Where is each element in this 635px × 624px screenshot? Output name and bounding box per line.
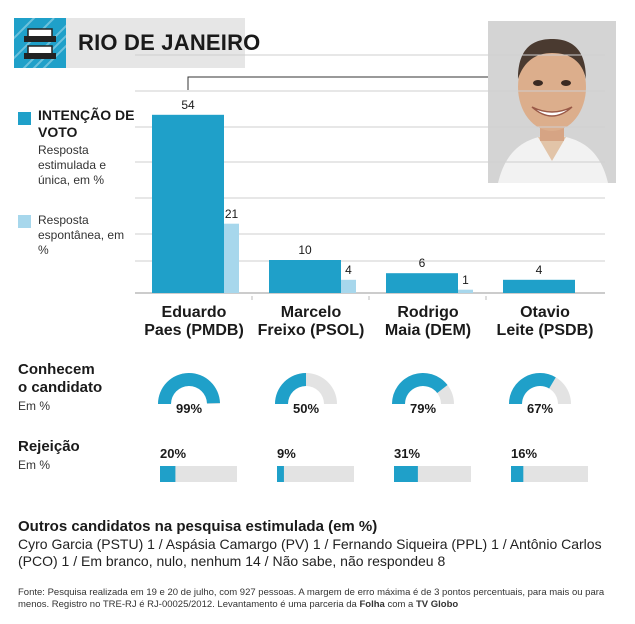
- gauge-value: 79%: [409, 401, 437, 416]
- candidate-name-line1: Rodrigo: [397, 304, 459, 321]
- gauge-value: 99%: [175, 401, 203, 416]
- rejeicao-subtitle: Em %: [18, 458, 51, 472]
- gauge-value: 67%: [526, 401, 554, 416]
- legend-swatch-espontanea: [18, 215, 31, 228]
- page-title: RIO DE JANEIRO: [78, 30, 261, 55]
- rejeicao-title: Rejeição: [18, 438, 80, 455]
- ballot-box-icon: [14, 18, 66, 68]
- legend-swatch-estimulada: [18, 112, 31, 125]
- legend-text-espontanea: Resposta espontânea, em %: [38, 213, 125, 257]
- candidate-name-line1: Marcelo: [280, 304, 342, 321]
- others-text: Cyro Garcia (PSTU) 1 / Aspásia Camargo (…: [18, 536, 602, 569]
- rejection-value: 31%: [394, 446, 421, 461]
- candidate-photo: [488, 21, 616, 183]
- bar-espontanea: [458, 289, 473, 293]
- conhecem-title-2: o candidato: [18, 379, 103, 396]
- source-folha: Folha: [359, 599, 385, 610]
- rejection-track: [277, 466, 354, 482]
- bar-estimulada: [269, 260, 341, 293]
- rejection-fill: [511, 466, 524, 482]
- bar-estimulada: [503, 279, 575, 293]
- source-text: Fonte: Pesquisa realizada em 19 e 20 de …: [18, 587, 605, 610]
- candidate-name-line2: Paes (PMDB): [144, 322, 244, 339]
- value-label-estimulada: 4: [535, 262, 543, 277]
- candidate-name-line2: Maia (DEM): [384, 322, 472, 339]
- value-label-espontanea: 1: [462, 272, 469, 287]
- bar-estimulada: [152, 114, 224, 293]
- value-label-estimulada: 10: [298, 243, 312, 257]
- candidate-name-line2: Leite (PSDB): [496, 322, 594, 339]
- rejection-value: 9%: [277, 446, 296, 461]
- bar-estimulada: [386, 273, 458, 293]
- gauge-fill: [392, 373, 448, 404]
- rejection-track: [160, 466, 237, 482]
- candidate-name-line1: Otavio: [520, 304, 570, 321]
- legend-text-estimulada: Resposta estimulada e única, em %: [38, 143, 107, 187]
- bar-espontanea: [341, 279, 356, 293]
- conhecem-subtitle: Em %: [18, 399, 51, 413]
- rejection-fill: [394, 466, 418, 482]
- candidate-name-line1: Eduardo: [161, 304, 227, 321]
- gauge-fill: [275, 373, 306, 404]
- value-label-espontanea: 4: [345, 262, 352, 277]
- rejection-track: [511, 466, 588, 482]
- source-mid: com a: [384, 599, 416, 610]
- conhecem-title-1: Conhecem: [18, 361, 95, 378]
- gauge-value: 50%: [292, 401, 320, 416]
- value-label-estimulada: 54: [181, 97, 195, 112]
- vote-intention-chart: [135, 54, 605, 300]
- candidate-name-line2: Freixo (PSOL): [257, 322, 365, 339]
- rejection-fill: [277, 466, 284, 482]
- source-note: Fonte: Pesquisa realizada em 19 e 20 de …: [18, 587, 618, 611]
- leader-line: [187, 76, 488, 90]
- others-title: Outros candidatos na pesquisa estimulada…: [18, 518, 378, 535]
- candidate-metrics: [158, 372, 588, 482]
- gauge-fill: [158, 373, 220, 404]
- value-label-espontanea: 21: [224, 206, 239, 221]
- rejection-fill: [160, 466, 176, 482]
- source-tv-globo: TV Globo: [415, 599, 459, 610]
- legend-title-estimulada: INTENÇÃO DE VOTO: [38, 107, 135, 140]
- rejection-value: 16%: [511, 446, 538, 461]
- gauge-fill: [509, 372, 556, 404]
- value-label-estimulada: 6: [418, 256, 426, 271]
- bar-espontanea: [224, 223, 239, 293]
- rejection-value: 20%: [160, 446, 187, 461]
